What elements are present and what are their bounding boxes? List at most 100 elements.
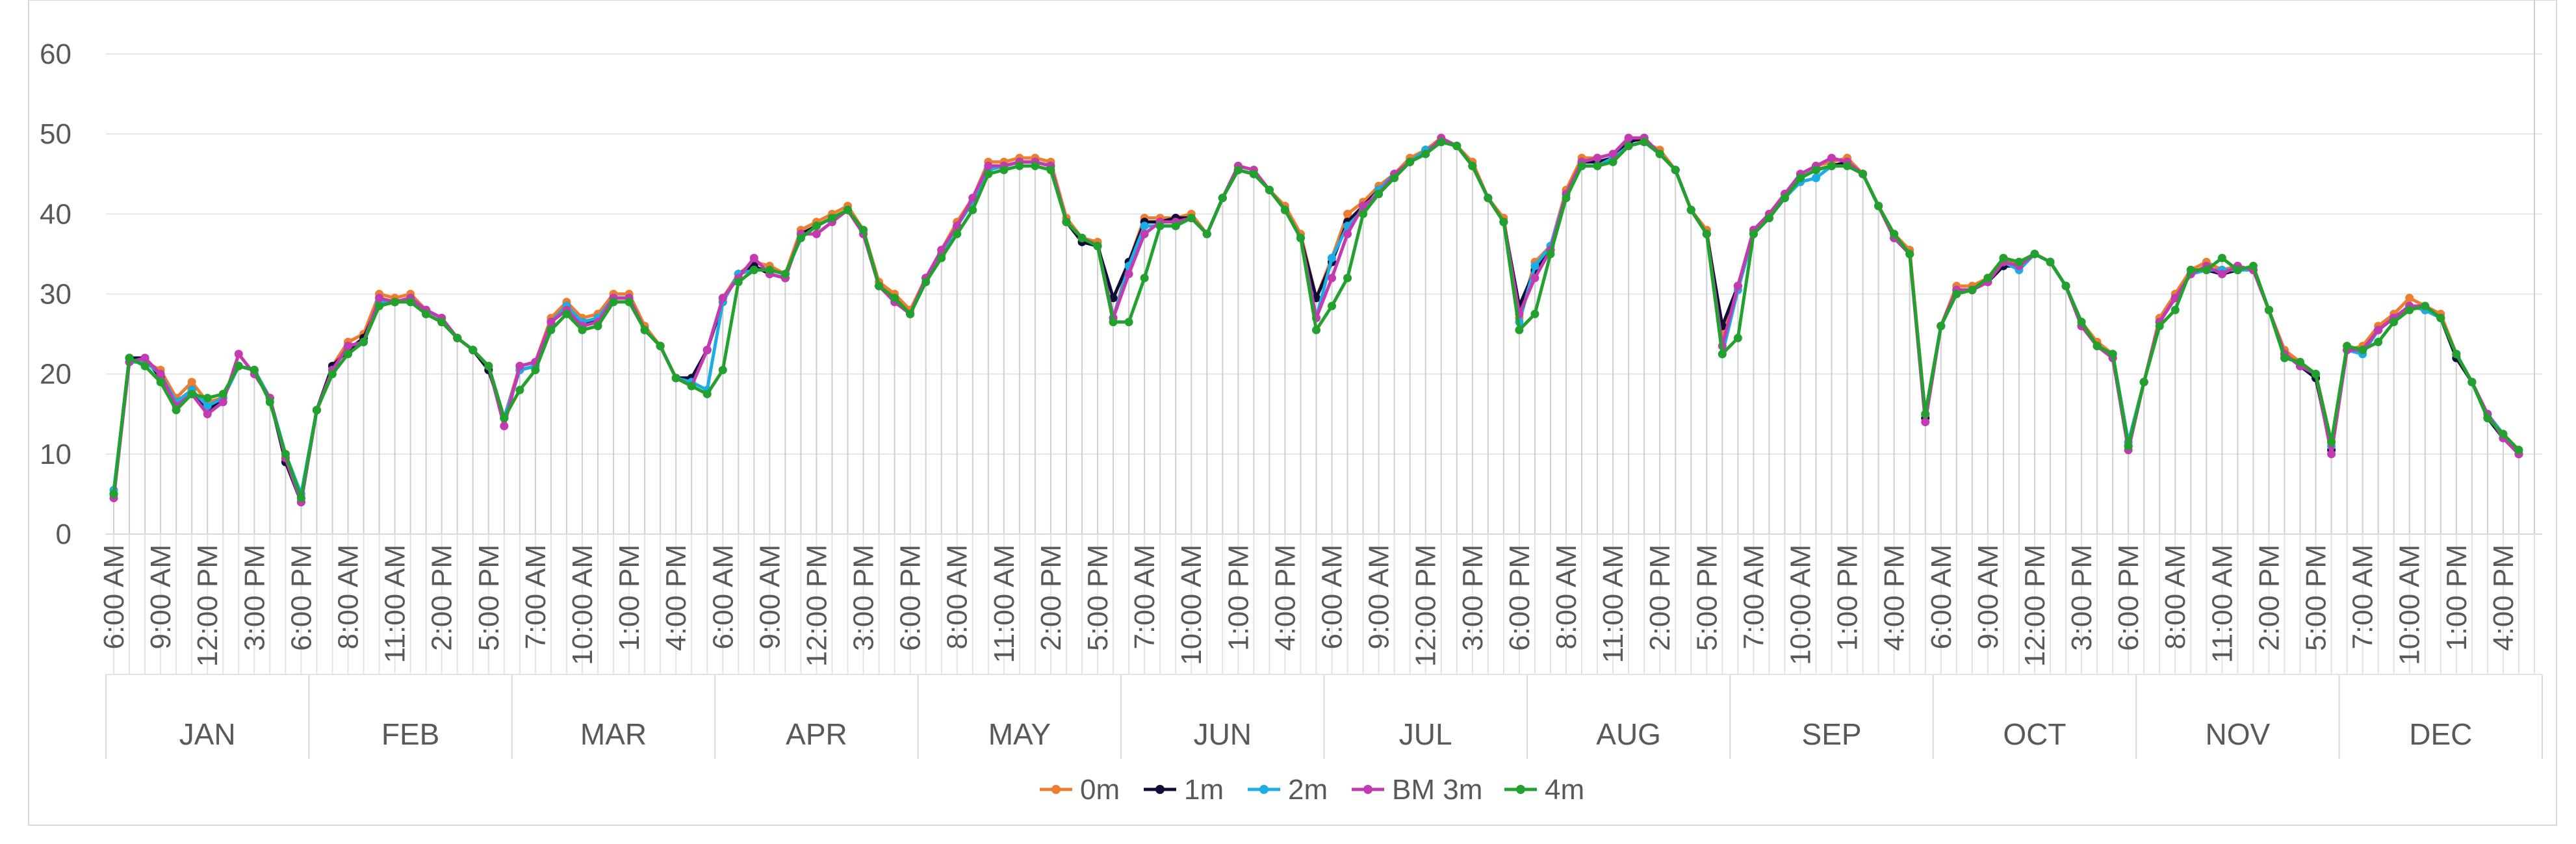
data-point	[1780, 194, 1789, 203]
data-point	[2186, 266, 2195, 275]
data-point	[2374, 337, 2383, 346]
x-tick-label: 3:00 PM	[2066, 544, 2098, 651]
data-point	[2139, 377, 2148, 387]
data-point	[1812, 173, 1821, 183]
data-point	[1343, 274, 1352, 283]
data-point	[203, 402, 212, 411]
data-point	[1530, 274, 1539, 283]
x-tick-label: 1:00 PM	[2441, 544, 2473, 651]
data-point	[984, 170, 993, 179]
data-point	[1812, 166, 1821, 175]
data-point	[1093, 242, 1102, 251]
data-point	[500, 422, 509, 431]
data-point	[1109, 294, 1118, 303]
data-point	[1031, 161, 1040, 170]
data-point	[765, 266, 774, 275]
data-point	[296, 494, 305, 503]
month-label: JUN	[1194, 717, 1252, 751]
data-point	[234, 361, 243, 370]
data-point	[780, 270, 790, 279]
x-tick-label: 2:00 PM	[426, 544, 458, 651]
data-point	[2077, 318, 2086, 327]
data-point	[1406, 157, 1415, 166]
x-tick-label: 10:00 AM	[567, 544, 599, 665]
data-point	[1562, 194, 1571, 203]
data-point	[1109, 318, 1118, 327]
data-point	[2483, 413, 2492, 422]
data-point	[1390, 173, 1399, 183]
data-point	[422, 309, 431, 318]
data-point	[515, 361, 524, 370]
data-point	[1046, 166, 1055, 175]
data-point	[656, 342, 665, 351]
data-point	[2499, 429, 2508, 439]
data-point	[2124, 442, 2133, 451]
x-tick-label: 11:00 AM	[2206, 544, 2238, 663]
data-point	[609, 298, 618, 307]
data-point	[1374, 190, 1384, 199]
data-point	[1124, 270, 1133, 279]
data-point	[1077, 233, 1087, 242]
data-point	[1140, 229, 1149, 238]
data-point	[500, 413, 509, 422]
data-point	[999, 166, 1009, 175]
data-point	[1452, 142, 1462, 151]
data-point	[203, 409, 212, 418]
data-point	[984, 161, 993, 170]
data-point	[1921, 409, 1930, 418]
data-point	[2217, 253, 2226, 262]
data-point	[1608, 157, 1617, 166]
x-tick-label: 6:00 AM	[1317, 544, 1348, 649]
x-tick-label: 5:00 PM	[2300, 544, 2332, 651]
month-label: APR	[786, 717, 847, 751]
x-tick-label: 3:00 PM	[1457, 544, 1489, 651]
data-point	[1499, 218, 1508, 227]
series-lines	[109, 133, 2523, 507]
x-tick-label: 4:00 PM	[1269, 544, 1301, 651]
data-point	[921, 277, 931, 287]
data-point	[2405, 305, 2414, 314]
x-axis: 6:00 AM 9:00 AM 12:00 PM 3:00 PM 6:00 PM JAN 8…	[98, 533, 2543, 759]
data-point	[1796, 173, 1805, 183]
data-point	[844, 205, 853, 214]
x-tick-label: 11:00 AM	[988, 544, 1020, 663]
month-label: OCT	[2003, 717, 2066, 751]
legend-label: 0m	[1080, 774, 1120, 806]
x-tick-label: 1:00 PM	[1832, 544, 1864, 651]
data-point	[2327, 450, 2336, 459]
data-point	[1484, 194, 1493, 203]
x-tick-label: 5:00 PM	[1691, 544, 1723, 651]
y-tick-label: 50	[40, 118, 71, 150]
data-point	[2248, 261, 2258, 270]
data-point	[640, 326, 649, 335]
data-point	[1843, 161, 1852, 170]
x-tick-label: 6:00 PM	[2113, 544, 2145, 651]
month-label: DEC	[2409, 717, 2472, 751]
x-tick-label: 1:00 PM	[1222, 544, 1254, 651]
data-point	[671, 374, 680, 383]
data-point	[953, 229, 962, 238]
data-point	[1359, 209, 1368, 218]
x-tick-label: 7:00 AM	[1129, 544, 1161, 649]
data-point	[1343, 209, 1352, 218]
data-point	[1437, 137, 1446, 146]
x-tick-label: 11:00 AM	[380, 544, 411, 663]
x-tick-label: 4:00 PM	[660, 544, 692, 651]
data-point	[1530, 309, 1539, 318]
legend-label: BM 3m	[1392, 774, 1482, 806]
month-label: MAR	[580, 717, 647, 751]
data-point	[749, 253, 758, 262]
x-tick-label: 1:00 PM	[613, 544, 645, 651]
month-label: JAN	[179, 717, 236, 751]
data-point	[218, 389, 227, 398]
data-point	[453, 333, 462, 342]
data-point	[2202, 266, 2211, 275]
data-point	[1280, 205, 1289, 214]
data-point	[1202, 229, 1211, 238]
legend-swatch-marker	[1051, 785, 1061, 794]
month-label: JUL	[1399, 717, 1452, 751]
data-point	[2233, 266, 2242, 275]
legend: 0m 1m 2m BM 3m 4m	[1040, 774, 1584, 806]
x-tick-label: 8:00 AM	[2159, 544, 2191, 649]
